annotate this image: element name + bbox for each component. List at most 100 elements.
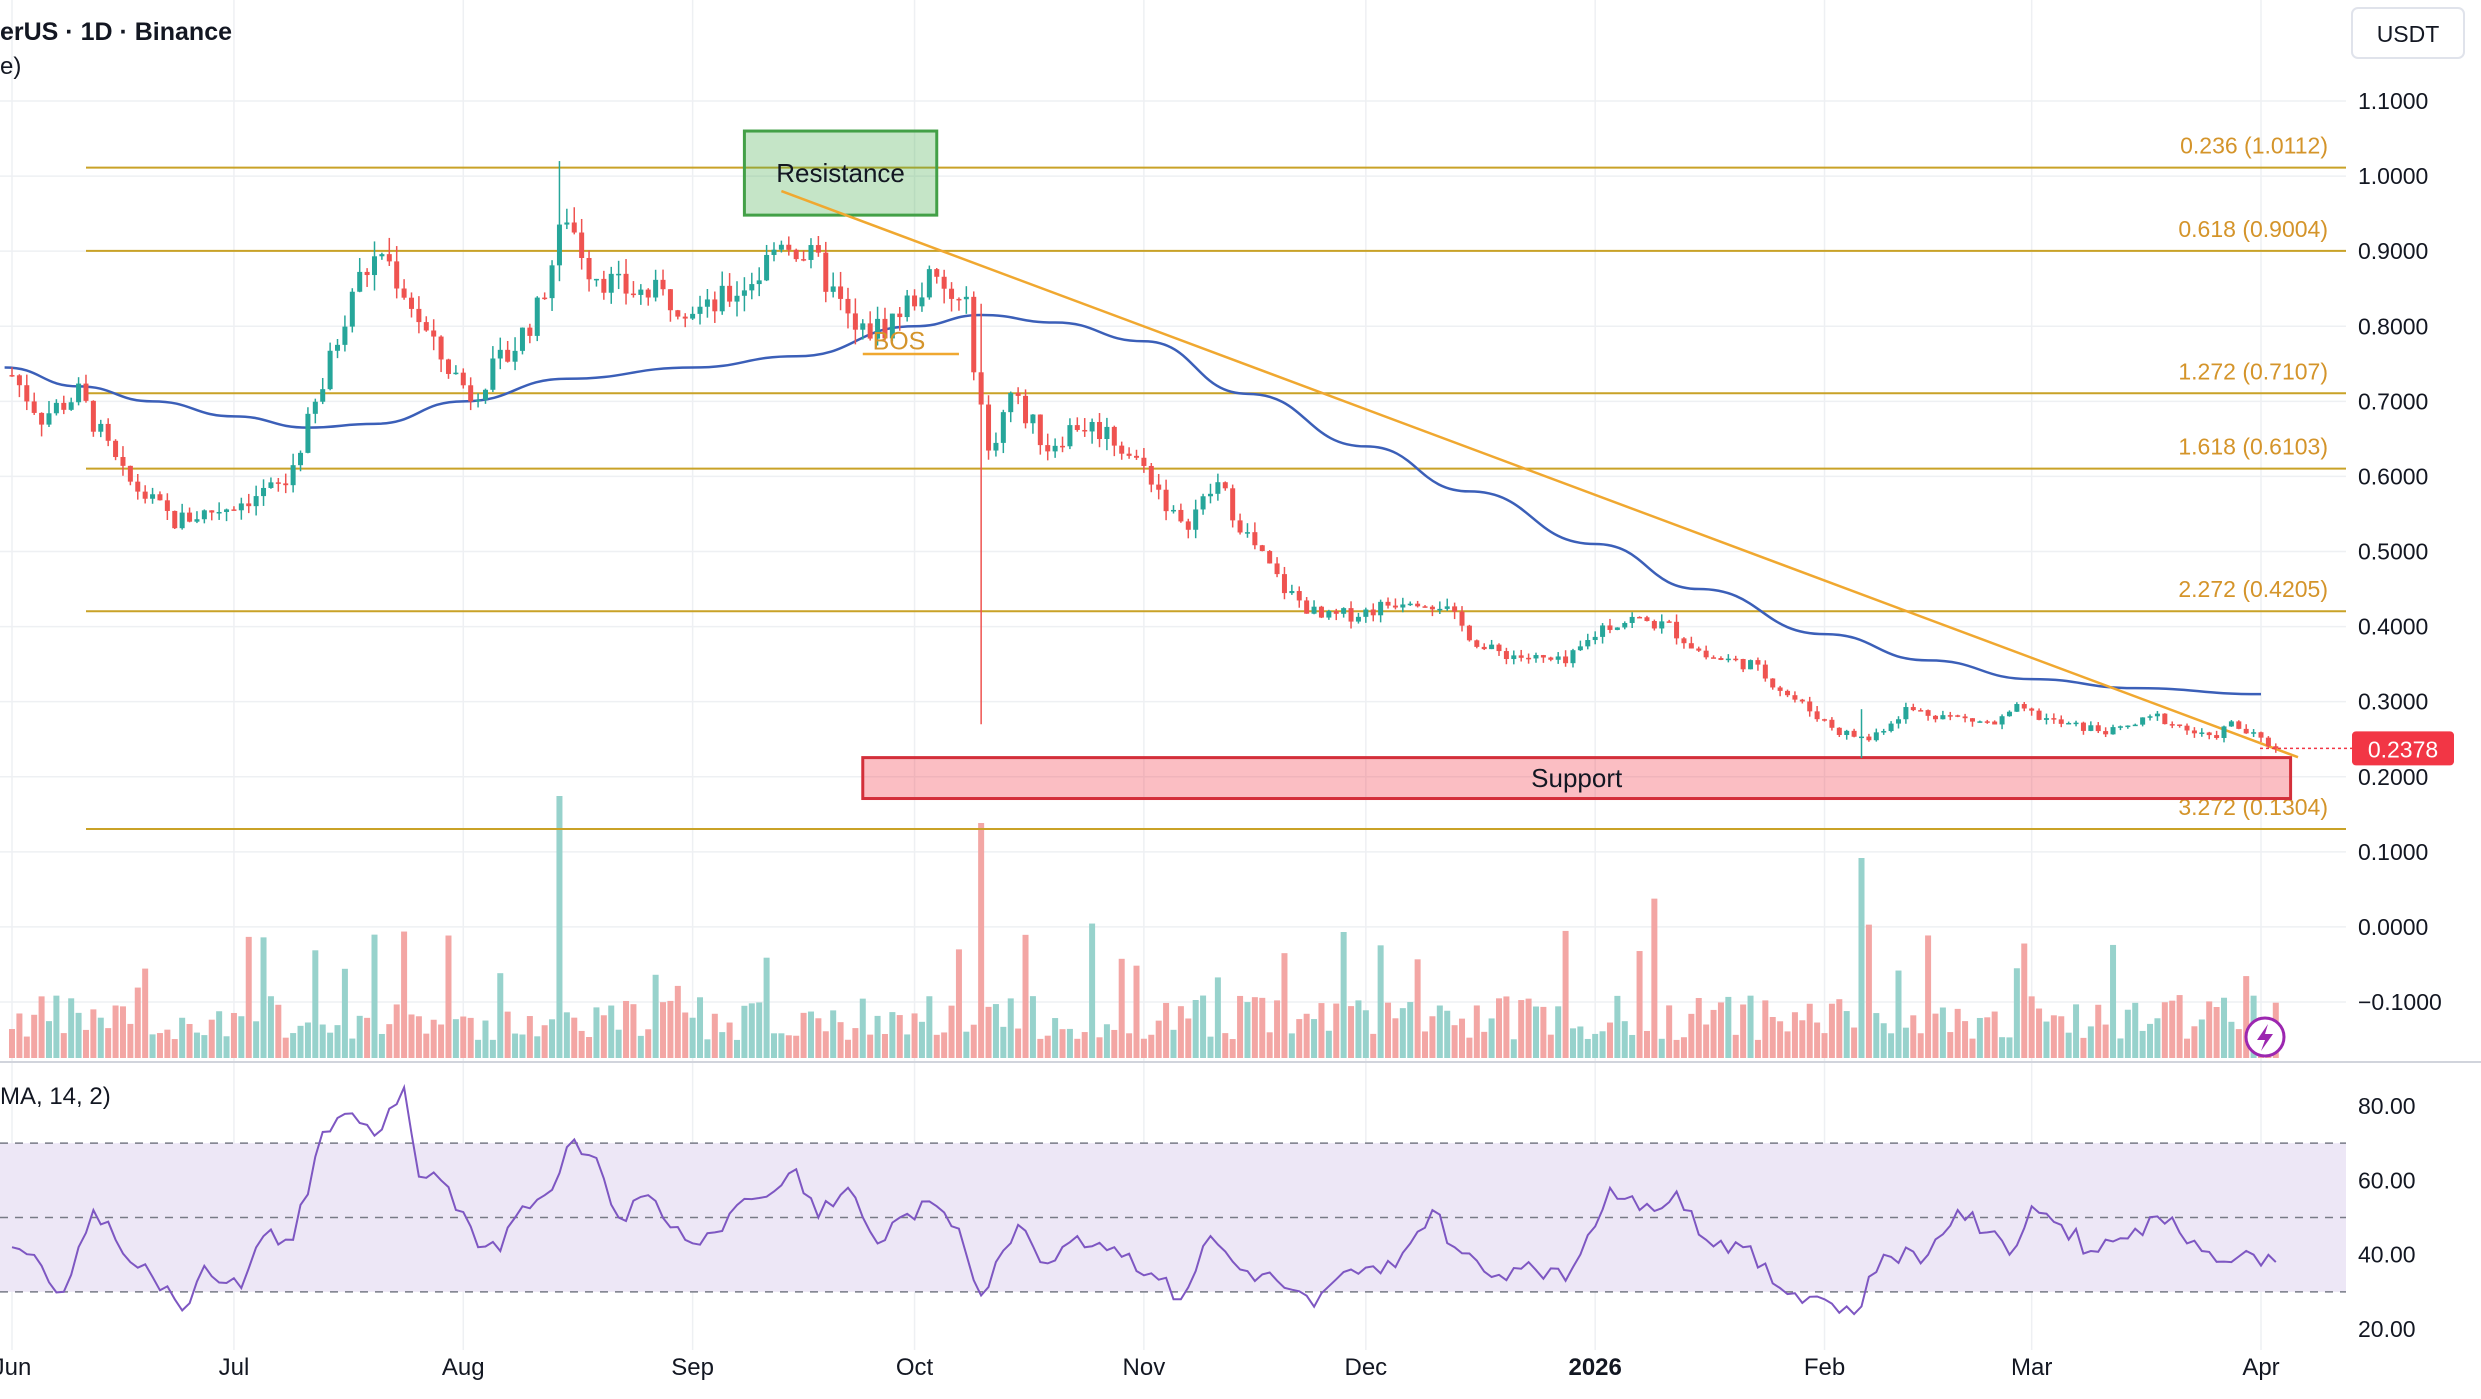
volume-bar bbox=[578, 1030, 585, 1058]
candle-body bbox=[2103, 731, 2109, 735]
candle-body bbox=[786, 244, 792, 250]
time-axis[interactable]: Jun Jul Aug Sep Oct Nov Dec 2026 Feb Mar Apr bbox=[0, 1354, 2280, 1381]
volume-bar bbox=[438, 1024, 445, 1058]
volume-bar bbox=[1488, 1018, 1495, 1058]
candle-body bbox=[2177, 724, 2183, 727]
candle-body bbox=[1696, 648, 1702, 651]
last-price-tag[interactable] bbox=[2352, 731, 2454, 766]
candle-body bbox=[209, 510, 215, 513]
volume-bar bbox=[1163, 1002, 1170, 1058]
candle-body bbox=[912, 295, 918, 307]
candle-body bbox=[1925, 710, 1931, 716]
candle-body bbox=[1814, 711, 1820, 720]
currency-box[interactable] bbox=[2351, 7, 2465, 59]
volume-bar bbox=[1089, 923, 1096, 1058]
candle-body bbox=[275, 482, 281, 484]
volume-bar bbox=[1814, 1022, 1821, 1058]
candle-body bbox=[1045, 445, 1051, 452]
candle-body bbox=[1622, 622, 1628, 628]
candle-body bbox=[697, 306, 703, 314]
time-tick-label: Mar bbox=[2011, 1354, 2052, 1381]
candle-body bbox=[238, 503, 244, 511]
candle-body bbox=[261, 487, 267, 497]
volume-bar bbox=[164, 1029, 171, 1058]
volume-bar bbox=[526, 1016, 533, 1058]
time-tick-label: Nov bbox=[1123, 1354, 1166, 1381]
candle-body bbox=[1526, 657, 1532, 660]
candle-body bbox=[623, 273, 629, 294]
volume-bar bbox=[1873, 1013, 1880, 1058]
volume-bar bbox=[371, 934, 378, 1058]
volume-bar bbox=[297, 1025, 304, 1058]
candle-body bbox=[660, 279, 666, 290]
currency-label[interactable]: USDT bbox=[2377, 21, 2440, 47]
volume-bar bbox=[682, 1012, 689, 1058]
volume-bar bbox=[2058, 1016, 2065, 1058]
price-tick-label: 0.9000 bbox=[2358, 238, 2428, 264]
candle-body bbox=[1304, 600, 1310, 614]
candle-body bbox=[638, 289, 644, 295]
volume-bar bbox=[1029, 996, 1036, 1058]
candle-body bbox=[90, 400, 96, 432]
candle-body bbox=[194, 519, 200, 522]
candle-body bbox=[2036, 710, 2042, 720]
fib-level-label: 1.272 (0.7107) bbox=[2178, 358, 2328, 384]
candle-body bbox=[1792, 695, 1798, 700]
volume-bar bbox=[1126, 1033, 1133, 1058]
volume-bar bbox=[238, 1016, 245, 1058]
resistance-label: Resistance bbox=[776, 158, 905, 188]
volume-bar bbox=[1651, 898, 1658, 1058]
volume-bar bbox=[1932, 1013, 1939, 1058]
price-tick-label: 0.2000 bbox=[2358, 764, 2428, 790]
volume-bar bbox=[304, 1022, 311, 1058]
volume-bar bbox=[1769, 1017, 1776, 1058]
volume-bar bbox=[1562, 930, 1569, 1058]
volume-bar bbox=[1081, 1032, 1088, 1058]
volume-bar bbox=[1177, 1006, 1184, 1058]
volume-bar bbox=[586, 1036, 593, 1058]
candle-body bbox=[1496, 644, 1502, 652]
volume-bar bbox=[1710, 1009, 1717, 1058]
candle-body bbox=[1910, 707, 1916, 711]
candle-body bbox=[1296, 591, 1302, 601]
candle-body bbox=[1489, 644, 1495, 650]
candle-body bbox=[2125, 725, 2131, 728]
candle-body bbox=[1074, 425, 1080, 430]
volume-bar bbox=[2221, 997, 2228, 1058]
candle-body bbox=[941, 276, 947, 289]
price-tick-label: 0.5000 bbox=[2358, 539, 2428, 565]
candle-body bbox=[1999, 716, 2005, 725]
candle-body bbox=[1400, 604, 1406, 608]
candle-body bbox=[142, 491, 148, 499]
volume-bar bbox=[334, 1025, 341, 1058]
lightning-icon[interactable] bbox=[2244, 1016, 2286, 1058]
candle-body bbox=[2191, 730, 2197, 734]
candle-body bbox=[1703, 650, 1709, 658]
time-tick-label: Apr bbox=[2242, 1354, 2279, 1381]
volume-bar bbox=[208, 1019, 215, 1058]
volume-bar bbox=[97, 1017, 104, 1058]
volume-bar bbox=[1947, 1032, 1954, 1058]
candle-body bbox=[519, 327, 525, 351]
volume-bar bbox=[615, 1029, 622, 1058]
price-axis[interactable]: 1.1000 1.0000 0.9000 0.8000 0.7000 0.6000 0.50… bbox=[2260, 88, 2454, 1342]
price-tick-label: 1.1000 bbox=[2358, 88, 2428, 114]
volume-bar bbox=[1754, 1039, 1761, 1058]
volume-bar bbox=[1333, 1003, 1340, 1058]
volume-bar bbox=[534, 1036, 541, 1058]
candle-body bbox=[2184, 725, 2190, 731]
volume-bar bbox=[822, 1031, 829, 1058]
candle-body bbox=[653, 279, 659, 298]
volume-bar bbox=[2095, 1004, 2102, 1058]
candle-body bbox=[1637, 616, 1643, 619]
candle-body bbox=[2043, 718, 2049, 720]
volume-bar bbox=[1902, 1027, 1909, 1058]
volume-bar bbox=[726, 1022, 733, 1058]
candle-body bbox=[801, 259, 807, 261]
candle-body bbox=[2058, 719, 2064, 724]
candle-body bbox=[690, 313, 696, 319]
volume-bar bbox=[637, 1035, 644, 1058]
candle-body bbox=[1185, 521, 1191, 530]
volume-bar bbox=[2206, 1001, 2213, 1058]
candle-body bbox=[963, 296, 969, 300]
